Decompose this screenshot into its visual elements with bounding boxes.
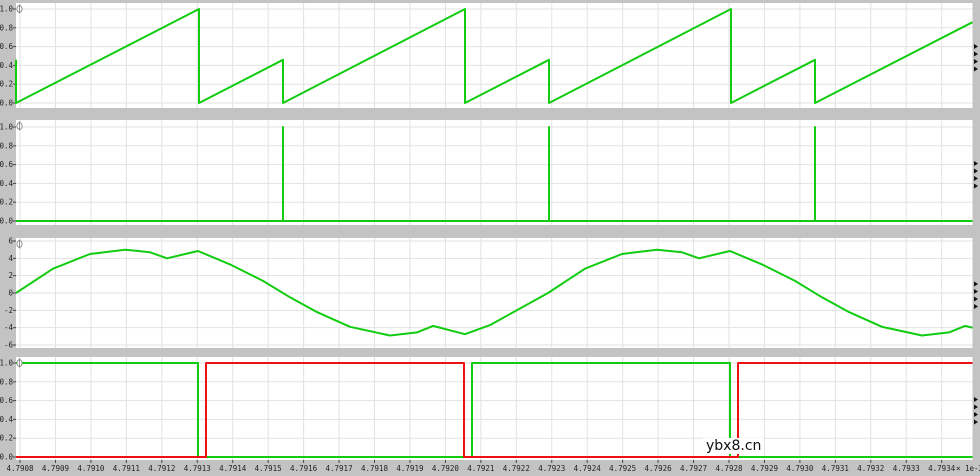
watermark: ybx8.cn [703, 438, 765, 454]
x-tick-label: 4.7925 [609, 464, 636, 473]
y-tick-label: 0.4 [0, 61, 13, 70]
x-tick-label: 4.7916 [290, 464, 318, 473]
trace-marker-icon[interactable] [974, 281, 978, 287]
cursor-handle-icon[interactable] [16, 239, 23, 249]
x-tick-label: 4.7929 [751, 464, 778, 473]
y-tick-label: 4 [8, 254, 13, 263]
y-tick-label: 0.0 [0, 217, 13, 226]
y-tick-label: 2 [8, 271, 13, 280]
plot-panel-3: -6 -4 -2 0 2 4 6 [4, 237, 973, 350]
x-tick-label: 4.7930 [786, 464, 814, 473]
trace-marker-icon[interactable] [974, 168, 978, 174]
trace-marker-icon[interactable] [974, 51, 978, 57]
y-tick-label: 1.0 [0, 123, 13, 132]
y-tick-label: -2 [4, 306, 13, 315]
x-tick-label: 4.7908 [6, 464, 34, 473]
y-tick-label: 0.0 [0, 99, 13, 108]
y-tick-label: 0 [8, 289, 13, 298]
trace-marker-icon[interactable] [974, 412, 978, 417]
plot-area [16, 120, 973, 225]
trace-marker-icon[interactable] [974, 304, 978, 309]
y-tick-label: 0.8 [0, 23, 13, 32]
y-tick-label: 0.6 [0, 396, 13, 405]
y-tick-label: 0.6 [0, 42, 13, 51]
x-tick-label: 4.7922 [503, 464, 530, 473]
y-tick-label: 0.2 [0, 80, 13, 89]
trace-marker-icon[interactable] [974, 59, 978, 64]
y-tick-label: 0.6 [0, 160, 13, 169]
x-tick-label: 4.7910 [77, 464, 105, 473]
cursor-handle-icon[interactable] [16, 121, 23, 131]
x-tick-label: 4.7932 [857, 464, 884, 473]
trace-marker-icon[interactable] [974, 44, 978, 49]
y-tick-label: 0.2 [0, 434, 13, 443]
x-tick-label: 4.7921 [467, 464, 494, 473]
trace-marker-icon[interactable] [974, 419, 978, 425]
plot-panel-1: 0.0 0.2 0.4 0.6 0.8 1.0 [0, 3, 973, 108]
trace-marker-icon[interactable] [974, 296, 978, 302]
cursor-handle-icon[interactable] [16, 4, 23, 14]
y-tick-label: 0.2 [0, 198, 13, 207]
trace-marker-icon[interactable] [974, 66, 978, 72]
y-tick-label: 0.8 [0, 377, 13, 386]
x-tick-label: 4.7928 [715, 464, 743, 473]
x-tick-label: 4.7920 [432, 464, 460, 473]
x-tick-label: 4.7912 [148, 464, 175, 473]
y-tick-label: 1.0 [0, 359, 13, 368]
trace-marker-icon[interactable] [974, 397, 978, 402]
cursor-handle-icon[interactable] [16, 358, 23, 368]
y-tick-label: -6 [4, 341, 14, 350]
trace-marker-icon[interactable] [974, 183, 978, 189]
x-tick-label: 4.7914 [219, 464, 247, 473]
y-tick-label: 0.4 [0, 179, 13, 188]
y-tick-label: 0.4 [0, 415, 13, 424]
trace-marker-icon[interactable] [974, 161, 978, 166]
series-line-1 [16, 126, 973, 222]
x-tick-label: 4.7934 [928, 464, 956, 473]
plot-panel-2: 0.0 0.2 0.4 0.6 0.8 1.0 [0, 120, 973, 226]
plot-area [16, 357, 973, 460]
x-tick-label: 4.7926 [645, 464, 673, 473]
trace-marker-icon[interactable] [974, 404, 978, 410]
x-tick-label: 4.7909 [42, 464, 69, 473]
x-tick-label: 4.7911 [113, 464, 140, 473]
x-tick-label: 4.7924 [574, 464, 602, 473]
y-tick-label: 1.0 [0, 5, 13, 14]
series-line-2 [16, 362, 973, 458]
series-line-1 [15, 8, 973, 104]
y-tick-label: 0.0 [0, 453, 13, 462]
y-tick-label: 0.8 [0, 141, 13, 150]
plot-panel-4: 0.0 0.2 0.4 0.6 0.8 1.0 [0, 357, 973, 462]
trace-marker-icon[interactable] [974, 289, 978, 294]
x-tick-label: 4.7917 [326, 464, 353, 473]
series-line-1 [15, 248, 973, 337]
x-tick-label: 4.7933 [893, 464, 920, 473]
trace-marker-icon[interactable] [974, 176, 978, 181]
plot-area [16, 3, 973, 108]
x-tick-label: 4.7931 [822, 464, 849, 473]
y-tick-label: -4 [4, 323, 14, 332]
x-tick-label: 4.7923 [538, 464, 565, 473]
x-tick-label: 4.7913 [184, 464, 211, 473]
x-tick-label: 4.7927 [680, 464, 707, 473]
y-tick-label: 6 [8, 237, 13, 246]
x-multiplier-label: × 1e-2 [956, 464, 980, 473]
x-tick-label: 4.7918 [361, 464, 389, 473]
x-tick-label: 4.7919 [396, 464, 423, 473]
x-tick-label: 4.7915 [255, 464, 282, 473]
